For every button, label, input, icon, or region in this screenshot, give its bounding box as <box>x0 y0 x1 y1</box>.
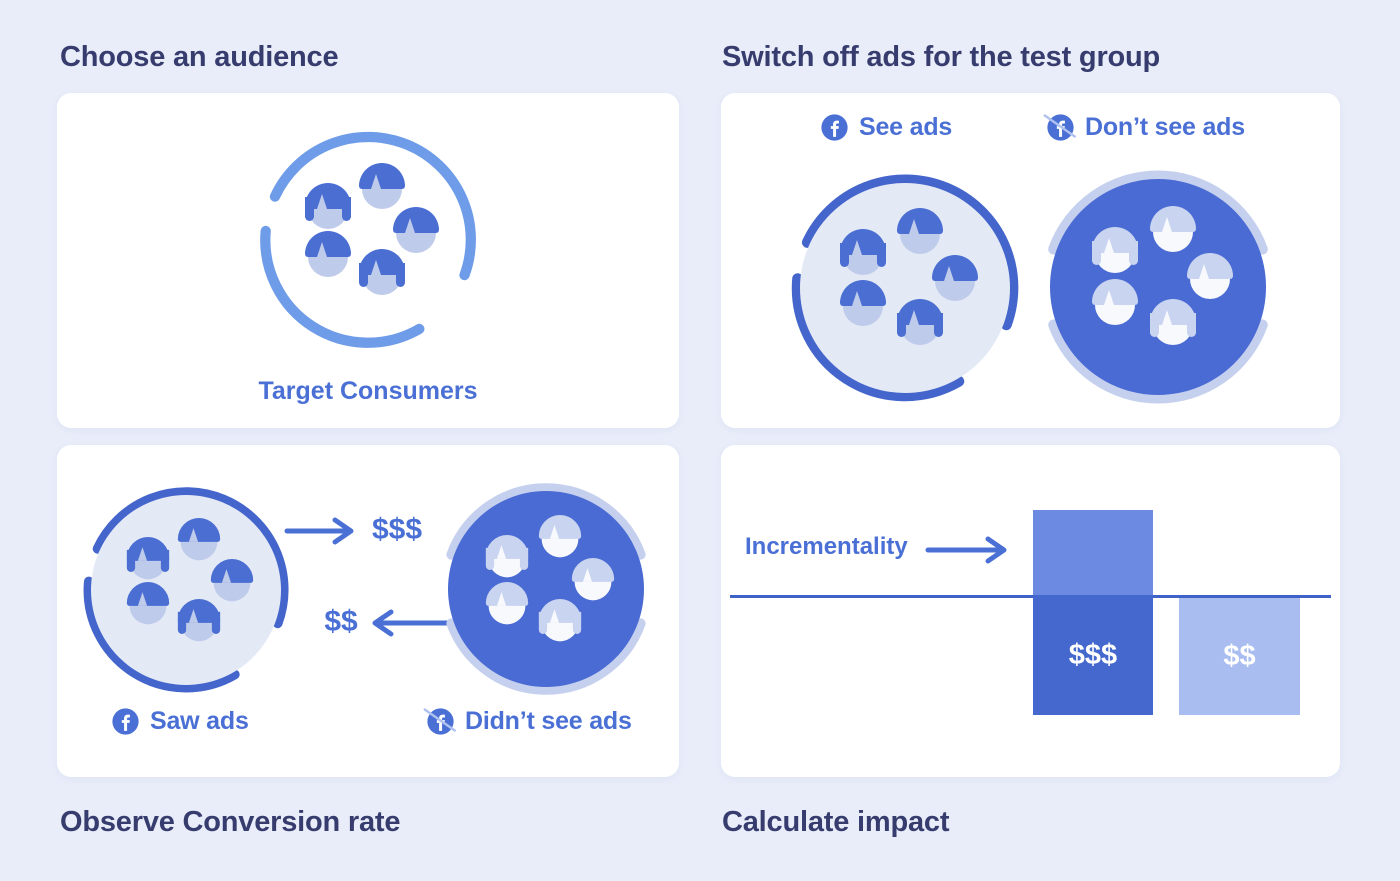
see-ads-legend: See ads <box>821 113 952 142</box>
bar-control-incremental <box>1033 510 1153 595</box>
person-icon <box>571 558 615 604</box>
person-icon <box>393 207 439 257</box>
person-icon <box>1091 227 1138 277</box>
arrow-left-icon <box>372 609 456 637</box>
person-icon <box>1091 279 1138 329</box>
dashed-ring <box>1048 170 1268 404</box>
person-icon <box>305 183 351 233</box>
axis-line <box>730 595 1331 598</box>
saw-ads-label: Saw ads <box>150 707 249 735</box>
arrow-right-icon <box>284 517 354 545</box>
person-icon <box>485 581 528 628</box>
target-consumers-circle <box>260 131 476 348</box>
step-title-switch-off-ads: Switch off ads for the test group <box>722 41 1161 73</box>
person-icon <box>538 515 581 561</box>
person-icon <box>126 536 170 583</box>
bar-control-base: $$$ <box>1033 595 1153 715</box>
dashed-ring <box>83 487 289 693</box>
dont-see-ads-label: Don’t see ads <box>1085 113 1245 141</box>
control-conversion-value: $$$ <box>371 513 423 546</box>
didnt-see-ads-label: Didn’t see ads <box>465 707 632 735</box>
person-icon <box>932 254 979 305</box>
person-icon <box>178 599 221 645</box>
dont-see-ads-legend: Don’t see ads <box>1043 113 1245 142</box>
card-observe-conversion: $$$ $$ Saw ads Didn’t see ads <box>57 445 679 777</box>
person-icon <box>538 599 581 645</box>
person-icon <box>896 298 943 349</box>
bar-control-value: $$$ <box>1068 638 1118 671</box>
facebook-icon <box>112 708 139 735</box>
person-icon <box>359 249 405 299</box>
saw-ads-circle <box>83 487 289 693</box>
person-icon <box>485 534 528 581</box>
person-icon <box>840 229 886 279</box>
step-title-calculate-impact: Calculate impact <box>722 806 950 838</box>
didnt-see-ads-legend: Didn’t see ads <box>423 707 632 736</box>
bar-test-value: $$ <box>1223 640 1256 672</box>
person-icon <box>1186 253 1233 303</box>
incrementality-label: Incrementality <box>745 533 908 560</box>
see-ads-label: See ads <box>859 113 953 141</box>
card-calculate-impact: Incrementality $$$ $$ <box>721 445 1340 777</box>
person-icon <box>1150 205 1197 256</box>
facebook-icon <box>821 114 848 141</box>
card-choose-audience: Target Consumers <box>57 93 679 428</box>
test-group-circle <box>1048 170 1268 404</box>
facebook-crossed-icon <box>1043 114 1076 141</box>
bar-test: $$ <box>1179 598 1300 715</box>
arrow-right-icon <box>925 536 1007 564</box>
person-icon <box>896 208 943 258</box>
person-icon <box>126 582 170 628</box>
didnt-see-ads-circle <box>446 483 646 695</box>
person-icon <box>178 517 221 564</box>
person-icon <box>1150 298 1197 349</box>
saw-ads-legend: Saw ads <box>112 707 249 736</box>
control-group-circle <box>791 174 1019 402</box>
person-icon <box>840 279 886 330</box>
dashed-ring <box>446 483 646 695</box>
test-conversion-value: $$ <box>324 605 358 638</box>
target-consumers-label: Target Consumers <box>258 377 478 405</box>
person-icon <box>359 163 405 213</box>
dashed-ring <box>260 131 476 348</box>
facebook-crossed-icon <box>423 708 456 735</box>
dashed-ring <box>791 174 1019 402</box>
step-title-observe-conversion: Observe Conversion rate <box>60 806 401 838</box>
person-icon <box>305 231 351 281</box>
card-switch-off-ads: See ads Don’t see ads <box>721 93 1340 428</box>
person-icon <box>210 559 253 605</box>
step-title-choose-audience: Choose an audience <box>60 41 339 73</box>
